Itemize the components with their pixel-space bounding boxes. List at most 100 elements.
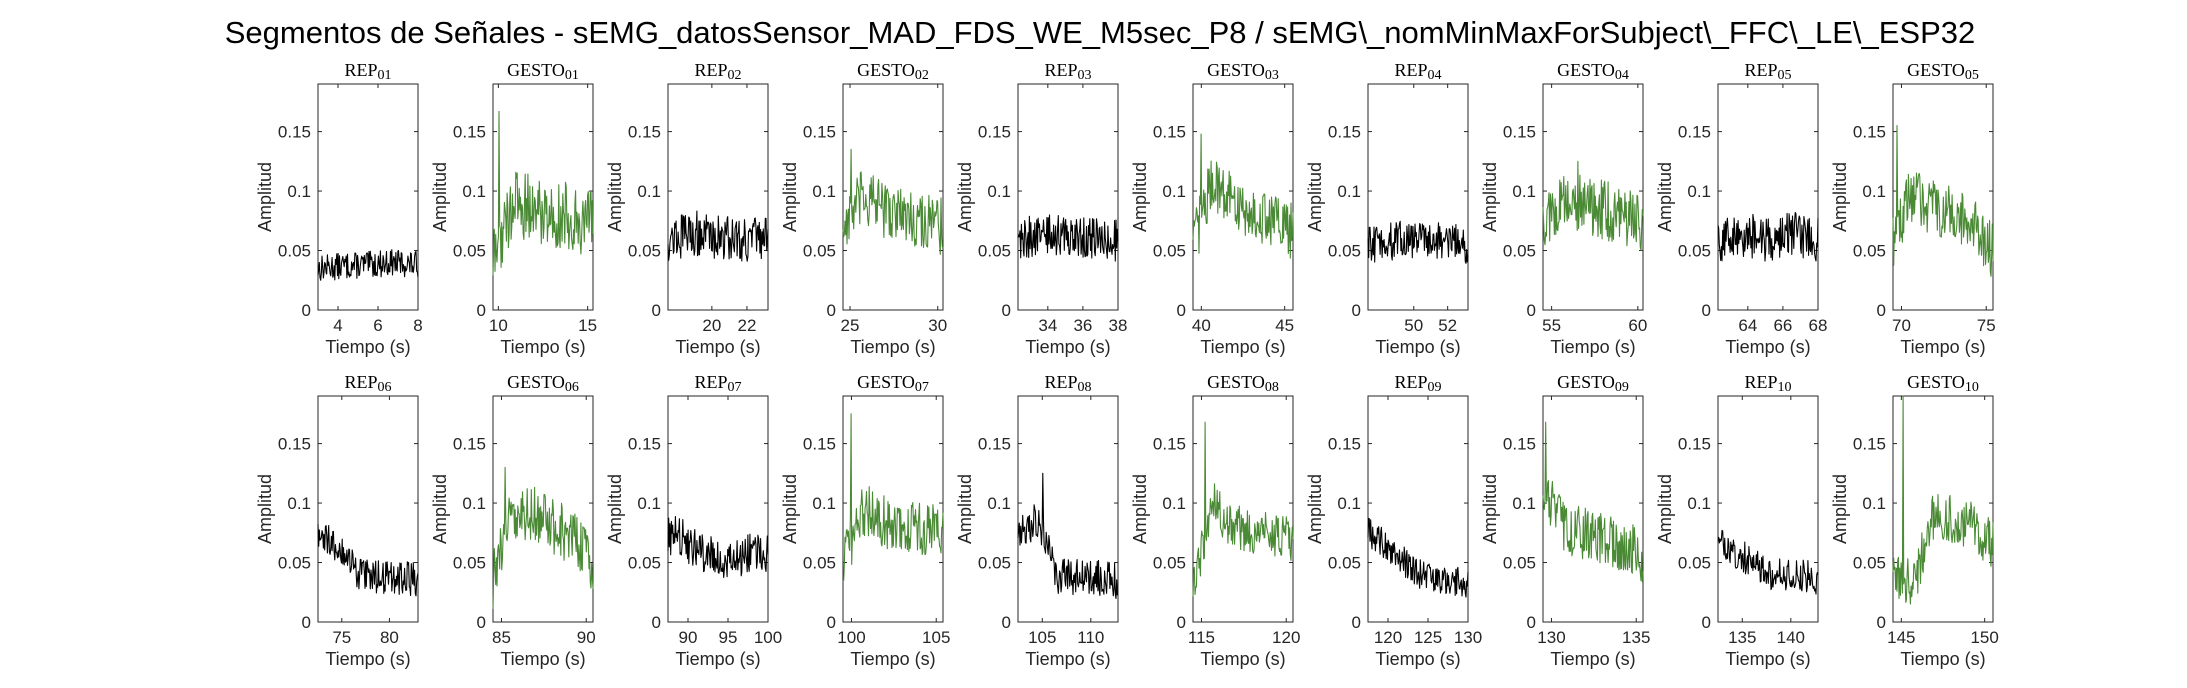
series-line <box>842 148 944 255</box>
y-tick-label: 0.1 <box>1687 494 1711 513</box>
y-tick-label: 0.05 <box>803 242 836 261</box>
series-line <box>667 516 769 579</box>
y-axis-label: Amplitud <box>255 162 275 232</box>
subplot-gesto-05: GESTO05 0 0.05 0.1 0.15 70 75 Tiempo (s) Amplitu… <box>1830 60 1996 357</box>
series-line <box>1017 472 1119 600</box>
subplot-title: GESTO01 <box>507 60 579 83</box>
y-axis-label: Amplitud <box>430 162 450 232</box>
figure-title: Segmentos de Señales - sEMG_datosSensor_… <box>225 15 1976 50</box>
x-axis-label: Tiempo (s) <box>1550 649 1635 669</box>
x-tick-label: 145 <box>1887 628 1915 647</box>
y-axis-label: Amplitud <box>605 474 625 544</box>
subplot-title: GESTO09 <box>1557 372 1629 395</box>
plot-frame <box>1367 395 1469 623</box>
series-line <box>1367 517 1469 598</box>
x-tick-label: 150 <box>1970 628 1998 647</box>
x-axis-label: Tiempo (s) <box>675 337 760 357</box>
y-tick-label: 0.15 <box>978 435 1011 454</box>
x-tick-label: 90 <box>679 628 698 647</box>
plot-frame <box>1542 83 1644 311</box>
x-tick-label: 10 <box>489 316 508 335</box>
series-line <box>1192 421 1294 597</box>
y-tick-label: 0.1 <box>1337 182 1361 201</box>
x-tick-label: 85 <box>492 628 511 647</box>
y-tick-label: 0.05 <box>978 554 1011 573</box>
subplot-title: GESTO03 <box>1207 60 1279 83</box>
plot-frame <box>842 395 944 623</box>
x-tick-label: 52 <box>1438 316 1457 335</box>
subplot-rep-10: REP10 0 0.05 0.1 0.15 135 140 Tiempo (s) Amplitu… <box>1655 372 1819 669</box>
subplot-rep-05: REP05 0 0.05 0.1 0.15 64 66 68 Tiempo (s) Amplitu… <box>1655 60 1827 357</box>
subplot-title: REP07 <box>694 372 741 395</box>
y-tick-label: 0 <box>302 301 311 320</box>
x-tick-label: 30 <box>928 316 947 335</box>
y-tick-label: 0.05 <box>978 242 1011 261</box>
y-tick-label: 0.15 <box>1853 435 1886 454</box>
x-tick-label: 64 <box>1738 316 1757 335</box>
x-tick-label: 4 <box>333 316 342 335</box>
y-axis-label: Amplitud <box>1830 162 1850 232</box>
subplot-gesto-02: GESTO02 0 0.05 0.1 0.15 25 30 Tiempo (s) Amplitu… <box>780 60 947 357</box>
y-tick-label: 0 <box>1527 301 1536 320</box>
subplot-rep-07: REP07 0 0.05 0.1 0.15 90 95 100 Tiempo (s) Amplit… <box>605 372 782 669</box>
y-tick-label: 0.15 <box>978 123 1011 142</box>
series-line <box>1717 212 1819 262</box>
x-axis-label: Tiempo (s) <box>1375 649 1460 669</box>
y-tick-label: 0 <box>1702 613 1711 632</box>
y-tick-label: 0.15 <box>1678 435 1711 454</box>
y-axis-label: Amplitud <box>605 162 625 232</box>
series-line <box>1367 220 1469 264</box>
x-axis-label: Tiempo (s) <box>325 337 410 357</box>
subplot-title: REP10 <box>1744 372 1791 395</box>
subplot-gesto-03: GESTO03 0 0.05 0.1 0.15 40 45 Tiempo (s) Amplitu… <box>1130 60 1294 357</box>
subplot-title: REP05 <box>1744 60 1791 83</box>
subplot-title: GESTO10 <box>1907 372 1979 395</box>
y-tick-label: 0.1 <box>287 494 311 513</box>
y-tick-label: 0.1 <box>1162 494 1186 513</box>
subplot-title: GESTO04 <box>1557 60 1629 83</box>
y-tick-label: 0.1 <box>1862 494 1886 513</box>
x-axis-label: Tiempo (s) <box>1725 337 1810 357</box>
subplot-gesto-10: GESTO10 0 0.05 0.1 0.15 145 150 Tiempo (s) Ampli… <box>1830 372 1999 669</box>
y-tick-label: 0 <box>1352 613 1361 632</box>
x-tick-label: 100 <box>754 628 782 647</box>
x-tick-label: 34 <box>1038 316 1057 335</box>
x-axis-label: Tiempo (s) <box>1025 337 1110 357</box>
y-tick-label: 0.05 <box>628 554 661 573</box>
y-tick-label: 0.05 <box>1503 554 1536 573</box>
series-line <box>842 413 944 582</box>
x-tick-label: 68 <box>1809 316 1828 335</box>
x-axis-label: Tiempo (s) <box>1025 649 1110 669</box>
y-tick-label: 0.15 <box>628 435 661 454</box>
y-tick-label: 0 <box>1527 613 1536 632</box>
subplot-title: REP06 <box>344 372 391 395</box>
x-axis-label: Tiempo (s) <box>1200 649 1285 669</box>
subplot-rep-02: REP02 0 0.05 0.1 0.15 20 22 Tiempo (s) Amplitud <box>605 60 769 357</box>
y-axis-label: Amplitud <box>1130 474 1150 544</box>
subplot-title: GESTO02 <box>857 60 929 83</box>
plot-frame <box>1367 83 1469 311</box>
y-tick-label: 0.15 <box>1503 435 1536 454</box>
x-axis-label: Tiempo (s) <box>1200 337 1285 357</box>
x-axis-label: Tiempo (s) <box>675 649 760 669</box>
y-tick-label: 0.1 <box>637 182 661 201</box>
subplot-title: GESTO06 <box>507 372 579 395</box>
x-tick-label: 15 <box>578 316 597 335</box>
x-axis-label: Tiempo (s) <box>325 649 410 669</box>
y-tick-label: 0 <box>652 301 661 320</box>
y-axis-label: Amplitud <box>955 474 975 544</box>
subplot-title: REP09 <box>1394 372 1441 395</box>
y-tick-label: 0.15 <box>278 123 311 142</box>
y-tick-label: 0 <box>827 301 836 320</box>
subplot-rep-04: REP04 0 0.05 0.1 0.15 50 52 Tiempo (s) Amplitud <box>1305 60 1469 357</box>
subplot-gesto-07: GESTO07 0 0.05 0.1 0.15 100 105 Tiempo (s) Ampli… <box>780 372 950 669</box>
series-line <box>1717 529 1819 595</box>
x-tick-label: 60 <box>1628 316 1647 335</box>
y-tick-label: 0.1 <box>287 182 311 201</box>
y-axis-label: Amplitud <box>430 474 450 544</box>
subplot-rep-08: REP08 0 0.05 0.1 0.15 105 110 Tiempo (s) Amplitu… <box>955 372 1119 669</box>
y-tick-label: 0.1 <box>987 182 1011 201</box>
y-tick-label: 0 <box>477 613 486 632</box>
